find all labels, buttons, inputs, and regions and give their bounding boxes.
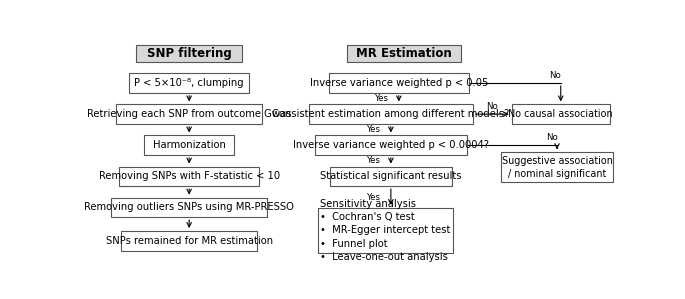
FancyBboxPatch shape — [329, 73, 469, 93]
FancyBboxPatch shape — [315, 135, 466, 155]
FancyBboxPatch shape — [308, 104, 473, 124]
FancyBboxPatch shape — [347, 45, 461, 62]
Text: Inverse variance weighted p < 0.0004?: Inverse variance weighted p < 0.0004? — [293, 140, 489, 150]
Text: Inverse variance weighted p < 0.05: Inverse variance weighted p < 0.05 — [310, 78, 488, 88]
FancyBboxPatch shape — [121, 231, 257, 251]
FancyBboxPatch shape — [501, 152, 613, 182]
FancyBboxPatch shape — [318, 208, 453, 253]
Text: Yes: Yes — [375, 94, 389, 103]
FancyBboxPatch shape — [329, 167, 452, 186]
FancyBboxPatch shape — [129, 73, 249, 93]
FancyBboxPatch shape — [111, 198, 267, 217]
Text: No: No — [549, 71, 561, 80]
Text: Yes: Yes — [367, 156, 382, 165]
Text: No causal association: No causal association — [508, 109, 613, 119]
Text: P < 5×10⁻⁸, clumping: P < 5×10⁻⁸, clumping — [134, 78, 244, 88]
Text: Harmonization: Harmonization — [153, 140, 225, 150]
Text: No: No — [486, 102, 498, 111]
Text: Statistical significant results: Statistical significant results — [320, 171, 462, 181]
Text: Removing SNPs with F-statistic < 10: Removing SNPs with F-statistic < 10 — [99, 171, 279, 181]
Text: Retrieving each SNP from outcome Gwas: Retrieving each SNP from outcome Gwas — [87, 109, 291, 119]
FancyBboxPatch shape — [136, 45, 242, 62]
Text: SNPs remained for MR estimation: SNPs remained for MR estimation — [105, 236, 273, 246]
FancyBboxPatch shape — [119, 167, 260, 186]
Text: Consistent estimation among different models?: Consistent estimation among different mo… — [272, 109, 510, 119]
Text: No: No — [546, 133, 558, 142]
Text: Sensitivity analysis
•  Cochran's Q test
•  MR-Egger intercept test
•  Funnel pl: Sensitivity analysis • Cochran's Q test … — [321, 199, 451, 262]
FancyBboxPatch shape — [116, 104, 262, 124]
Text: Removing outliers SNPs using MR-PRESSO: Removing outliers SNPs using MR-PRESSO — [84, 202, 294, 212]
Text: Suggestive association
/ nominal significant: Suggestive association / nominal signifi… — [501, 155, 612, 179]
FancyBboxPatch shape — [512, 104, 610, 124]
Text: MR Estimation: MR Estimation — [356, 47, 452, 60]
Text: SNP filtering: SNP filtering — [147, 47, 232, 60]
Text: Yes: Yes — [367, 193, 382, 202]
Text: Yes: Yes — [367, 125, 382, 134]
FancyBboxPatch shape — [144, 135, 234, 155]
